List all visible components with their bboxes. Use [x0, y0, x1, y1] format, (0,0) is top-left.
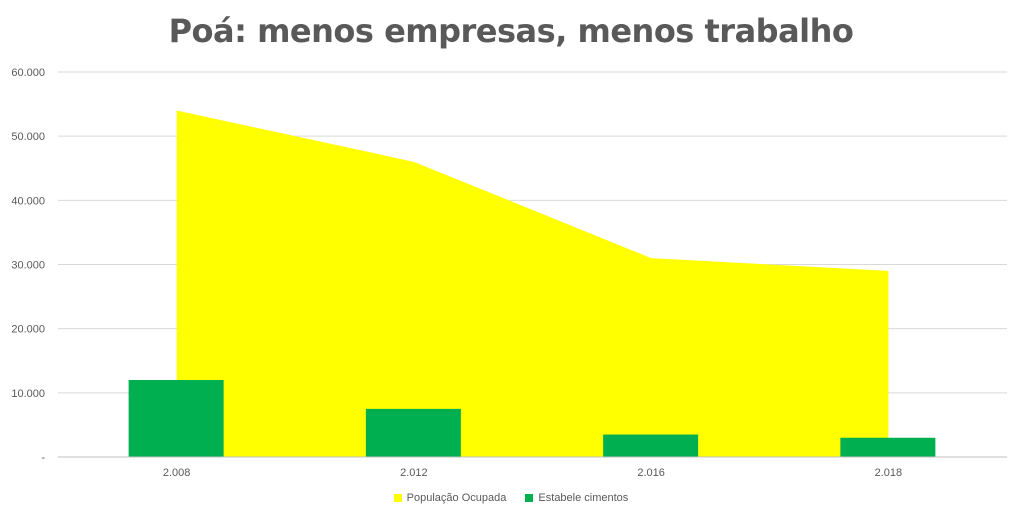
legend-label-populacao: População Ocupada — [406, 492, 507, 504]
legend-item-estabelecimentos: Estabele cimentos — [525, 492, 628, 504]
x-tick-label: 2.012 — [400, 467, 428, 479]
y-tick-label: 10.000 — [11, 388, 45, 400]
legend-swatch-populacao — [393, 494, 402, 502]
legend-label-estabelecimentos: Estabele cimentos — [538, 492, 629, 504]
bar-estabelecimentos — [128, 380, 224, 457]
bar-estabelecimentos — [365, 408, 461, 457]
y-tick-label: 40.000 — [11, 195, 45, 207]
legend-item-populacao: População Ocupada — [393, 492, 507, 504]
x-tick-label: 2.018 — [875, 467, 903, 479]
bar-estabelecimentos — [603, 434, 699, 457]
y-tick-label: 60.000 — [11, 67, 45, 79]
y-axis-ticks: - 10.000 20.000 30.000 40.000 50.000 60.000 — [11, 67, 45, 464]
x-axis-ticks: 2.008 2.012 2.016 2.018 — [163, 467, 902, 479]
bar-series — [128, 380, 936, 457]
x-tick-label: 2.008 — [163, 467, 191, 479]
chart-title: Poá: menos empresas, menos trabalho — [168, 12, 854, 50]
y-tick-label: 50.000 — [11, 131, 45, 143]
area-series — [176, 110, 889, 457]
legend-swatch-estabelecimentos — [525, 494, 534, 502]
y-tick-label: 30.000 — [11, 260, 45, 272]
bar-estabelecimentos — [840, 437, 936, 457]
x-tick-label: 2.016 — [637, 467, 665, 479]
y-tick-label: 20.000 — [11, 324, 45, 336]
y-tick-label: - — [41, 452, 45, 464]
area-populacao-ocupada — [176, 110, 889, 457]
legend: População Ocupada Estabele cimentos — [0, 492, 1022, 505]
